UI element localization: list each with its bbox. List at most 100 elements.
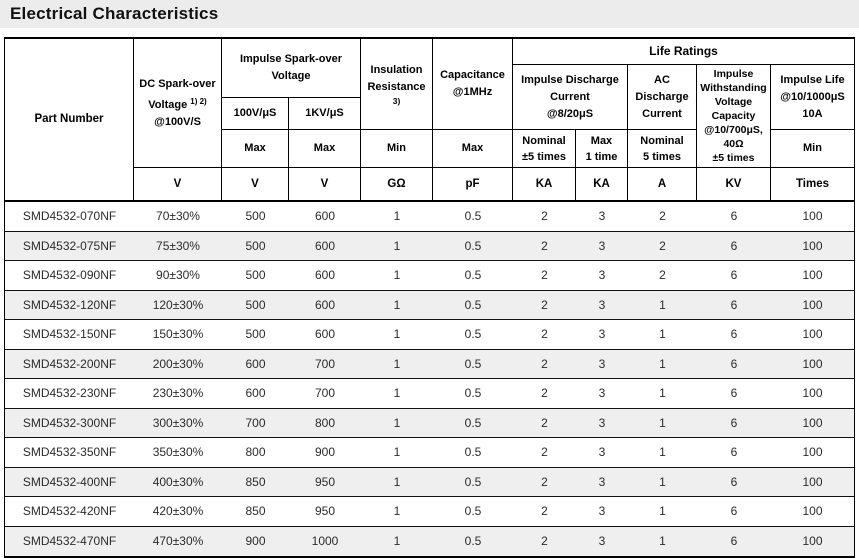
value-cell: 3 [598, 445, 606, 460]
value-cell: 1 [659, 386, 666, 401]
value-cell: 1 [393, 534, 401, 549]
unit-times: Times [795, 177, 830, 190]
value-cell: 1 [393, 209, 401, 224]
value-cell: 3 [598, 327, 606, 342]
value-cell: 1 [659, 474, 666, 489]
table-row: SMD4532-350NF 350±30% 800 900 1 0.5 2 3 1 6 100 [5, 438, 854, 468]
value-cell: 100 [802, 327, 823, 342]
value-cell: 0.5 [464, 297, 482, 312]
header-max-1kv: Max [289, 130, 361, 168]
footnote-ref: 3) [392, 96, 401, 106]
value-cell: 600 [314, 238, 336, 253]
table-header: Part Number DC Spark-over Voltage 1) 2) … [4, 37, 855, 202]
table-body: SMD4532-070NF 70±30% 500 600 1 0.5 2 3 2 6 100 SMD4… [4, 202, 855, 558]
value-cell: 1 [659, 356, 666, 371]
unit-pf: pF [433, 168, 513, 200]
value-cell: 950 [314, 504, 336, 519]
value-cell: 100 [802, 356, 823, 371]
value-cell: 850 [245, 504, 266, 519]
header-dc-spark-over: DC Spark-over Voltage 1) 2) @100V/S [134, 39, 222, 168]
header-impulse-life: Impulse Life @10/1000μS 10A [771, 65, 854, 130]
value-cell: 1 [659, 504, 666, 519]
value-cell: 6 [730, 445, 738, 460]
part-number-cell: SMD4532-150NF [22, 327, 117, 342]
header-insulation-min: Min [361, 130, 433, 168]
value-cell: 0.5 [464, 238, 482, 253]
value-cell: 900 [314, 445, 336, 460]
value-cell: 1 [393, 297, 401, 312]
value-cell: 0.5 [464, 504, 482, 519]
value-cell: 100 [802, 445, 823, 460]
part-number-cell: SMD4532-075NF [22, 238, 117, 253]
header-capacitance-max: Max [433, 130, 513, 168]
value-cell: 900 [245, 534, 266, 549]
value-cell: 1 [393, 474, 401, 489]
value-cell: 6 [730, 268, 738, 283]
value-cell: 1 [659, 415, 666, 430]
header-max-100v: Max [222, 130, 289, 168]
value-cell: 3 [598, 297, 606, 312]
value-cell: 700 [245, 415, 266, 430]
value-cell: 2 [541, 386, 548, 401]
value-cell: 470±30% [152, 534, 204, 549]
value-cell: 6 [730, 356, 738, 371]
header-impulse-life-min: Min [771, 130, 854, 168]
value-cell: 3 [598, 386, 606, 401]
value-cell: 6 [730, 534, 738, 549]
value-cell: 2 [541, 209, 548, 224]
value-cell: 70±30% [156, 209, 200, 224]
footnote-ref: 1) 2) [190, 96, 207, 106]
unit-v-dc: V [134, 168, 222, 200]
value-cell: 1 [393, 504, 401, 519]
table-row: SMD4532-400NF 400±30% 850 950 1 0.5 2 3 1 6 100 [5, 467, 854, 497]
table-row: SMD4532-075NF 75±30% 500 600 1 0.5 2 3 2 6 100 [5, 231, 854, 261]
value-cell: 600 [314, 209, 336, 224]
value-cell: 600 [314, 297, 336, 312]
part-number-cell: SMD4532-120NF [22, 297, 117, 312]
value-cell: 6 [730, 297, 738, 312]
value-cell: 100 [802, 268, 823, 283]
value-cell: 6 [730, 504, 738, 519]
value-cell: 6 [730, 386, 738, 401]
value-cell: 0.5 [464, 474, 482, 489]
table-row: SMD4532-150NF 150±30% 500 600 1 0.5 2 3 1 6 100 [5, 320, 854, 350]
header-ac-discharge: AC Discharge Current [628, 65, 697, 130]
value-cell: 2 [541, 415, 548, 430]
header-insulation-resistance: Insulation Resistance 3) [361, 39, 433, 130]
value-cell: 300±30% [152, 415, 204, 430]
value-cell: 3 [598, 238, 606, 253]
value-cell: 1 [659, 327, 666, 342]
value-cell: 3 [598, 268, 606, 283]
value-cell: 100 [802, 534, 823, 549]
part-number-cell: SMD4532-090NF [22, 268, 117, 283]
table-row: SMD4532-470NF 470±30% 900 1000 1 0.5 2 3 1 6 100 [5, 526, 854, 556]
value-cell: 6 [730, 209, 738, 224]
value-cell: 0.5 [464, 356, 482, 371]
value-cell: 100 [802, 415, 823, 430]
header-impulse-withstanding: Impulse Withstanding Voltage Capacity @1… [697, 65, 771, 168]
header-capacitance: Capacitance @1MHz [433, 39, 513, 130]
value-cell: 2 [659, 209, 666, 224]
header-nominal-5times: Nominal ±5 times [513, 130, 576, 168]
value-cell: 2 [541, 268, 548, 283]
electrical-characteristics-table: Part Number DC Spark-over Voltage 1) 2) … [4, 37, 855, 558]
part-number-cell: SMD4532-230NF [22, 386, 117, 401]
value-cell: 500 [245, 327, 266, 342]
unit-ka-nominal: KA [513, 168, 576, 200]
value-cell: 600 [314, 327, 336, 342]
value-cell: 500 [245, 297, 266, 312]
header-ac-nominal-5times: Nominal 5 times [628, 130, 697, 168]
value-cell: 75±30% [156, 238, 200, 253]
value-cell: 0.5 [464, 327, 482, 342]
value-cell: 2 [541, 445, 548, 460]
value-cell: 6 [730, 415, 738, 430]
header-max-1time: Max 1 time [576, 130, 628, 168]
value-cell: 0.5 [464, 386, 482, 401]
header-impulse-spark-over: Impulse Spark-over Voltage [222, 39, 361, 98]
value-cell: 100 [802, 474, 823, 489]
value-cell: 1 [393, 238, 401, 253]
value-cell: 1000 [311, 534, 339, 549]
value-cell: 3 [598, 534, 606, 549]
value-cell: 2 [541, 474, 548, 489]
unit-kv: KV [697, 168, 771, 200]
